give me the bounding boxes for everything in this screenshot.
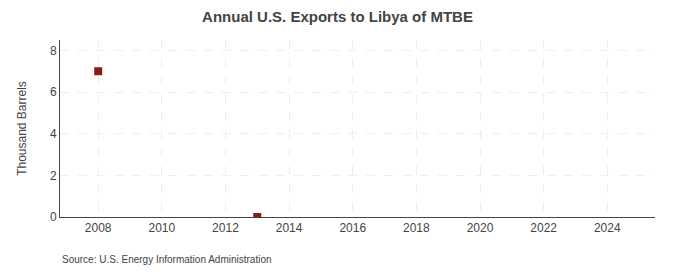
svg-text:0: 0 bbox=[50, 210, 57, 224]
svg-text:2024: 2024 bbox=[594, 221, 621, 235]
svg-text:2016: 2016 bbox=[339, 221, 366, 235]
svg-text:2012: 2012 bbox=[212, 221, 239, 235]
svg-text:2022: 2022 bbox=[530, 221, 557, 235]
svg-text:2014: 2014 bbox=[276, 221, 303, 235]
svg-text:2: 2 bbox=[50, 169, 57, 183]
svg-text:Thousand Barrels: Thousand Barrels bbox=[15, 81, 29, 176]
svg-text:2020: 2020 bbox=[467, 221, 494, 235]
svg-text:Annual U.S. Exports to Libya o: Annual U.S. Exports to Libya of MTBE bbox=[202, 8, 473, 25]
svg-text:4: 4 bbox=[50, 127, 57, 141]
svg-text:6: 6 bbox=[50, 85, 57, 99]
svg-text:2010: 2010 bbox=[148, 221, 175, 235]
svg-text:2018: 2018 bbox=[403, 221, 430, 235]
svg-text:8: 8 bbox=[50, 44, 57, 58]
svg-text:Source: U.S. Energy Informatio: Source: U.S. Energy Information Administ… bbox=[62, 254, 272, 265]
svg-text:2008: 2008 bbox=[85, 221, 112, 235]
